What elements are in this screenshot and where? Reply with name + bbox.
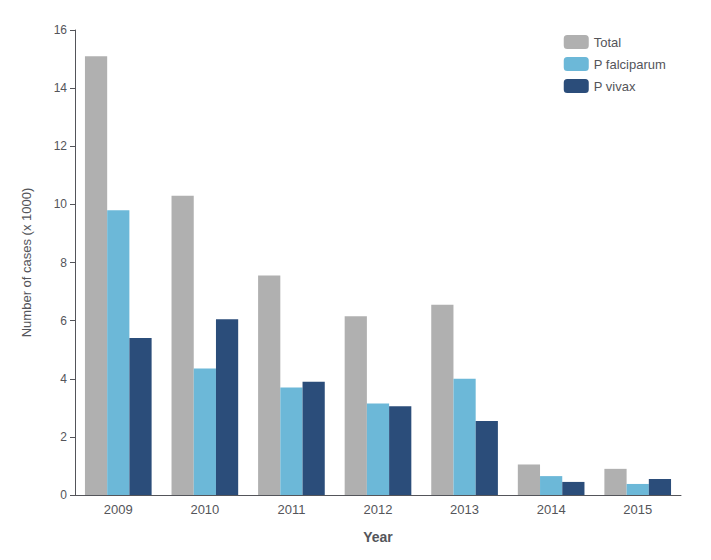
svg-text:Total: Total: [594, 35, 622, 50]
svg-text:4: 4: [60, 372, 67, 386]
svg-text:0: 0: [60, 488, 67, 502]
svg-text:2013: 2013: [450, 502, 479, 517]
svg-text:P vivax: P vivax: [594, 79, 636, 94]
svg-text:6: 6: [60, 314, 67, 328]
svg-text:8: 8: [60, 256, 67, 270]
svg-text:2012: 2012: [364, 502, 393, 517]
svg-text:Number of cases (x 1000): Number of cases (x 1000): [19, 188, 34, 338]
svg-text:14: 14: [54, 81, 68, 95]
svg-text:2010: 2010: [190, 502, 219, 517]
svg-text:2015: 2015: [623, 502, 652, 517]
svg-text:10: 10: [54, 197, 68, 211]
svg-text:Year: Year: [363, 529, 393, 545]
svg-text:2011: 2011: [277, 502, 305, 517]
svg-text:16: 16: [54, 23, 68, 37]
svg-text:P falciparum: P falciparum: [594, 57, 666, 72]
svg-text:2: 2: [60, 430, 67, 444]
svg-text:2009: 2009: [104, 502, 133, 517]
svg-text:12: 12: [54, 139, 68, 153]
svg-text:2014: 2014: [537, 502, 566, 517]
